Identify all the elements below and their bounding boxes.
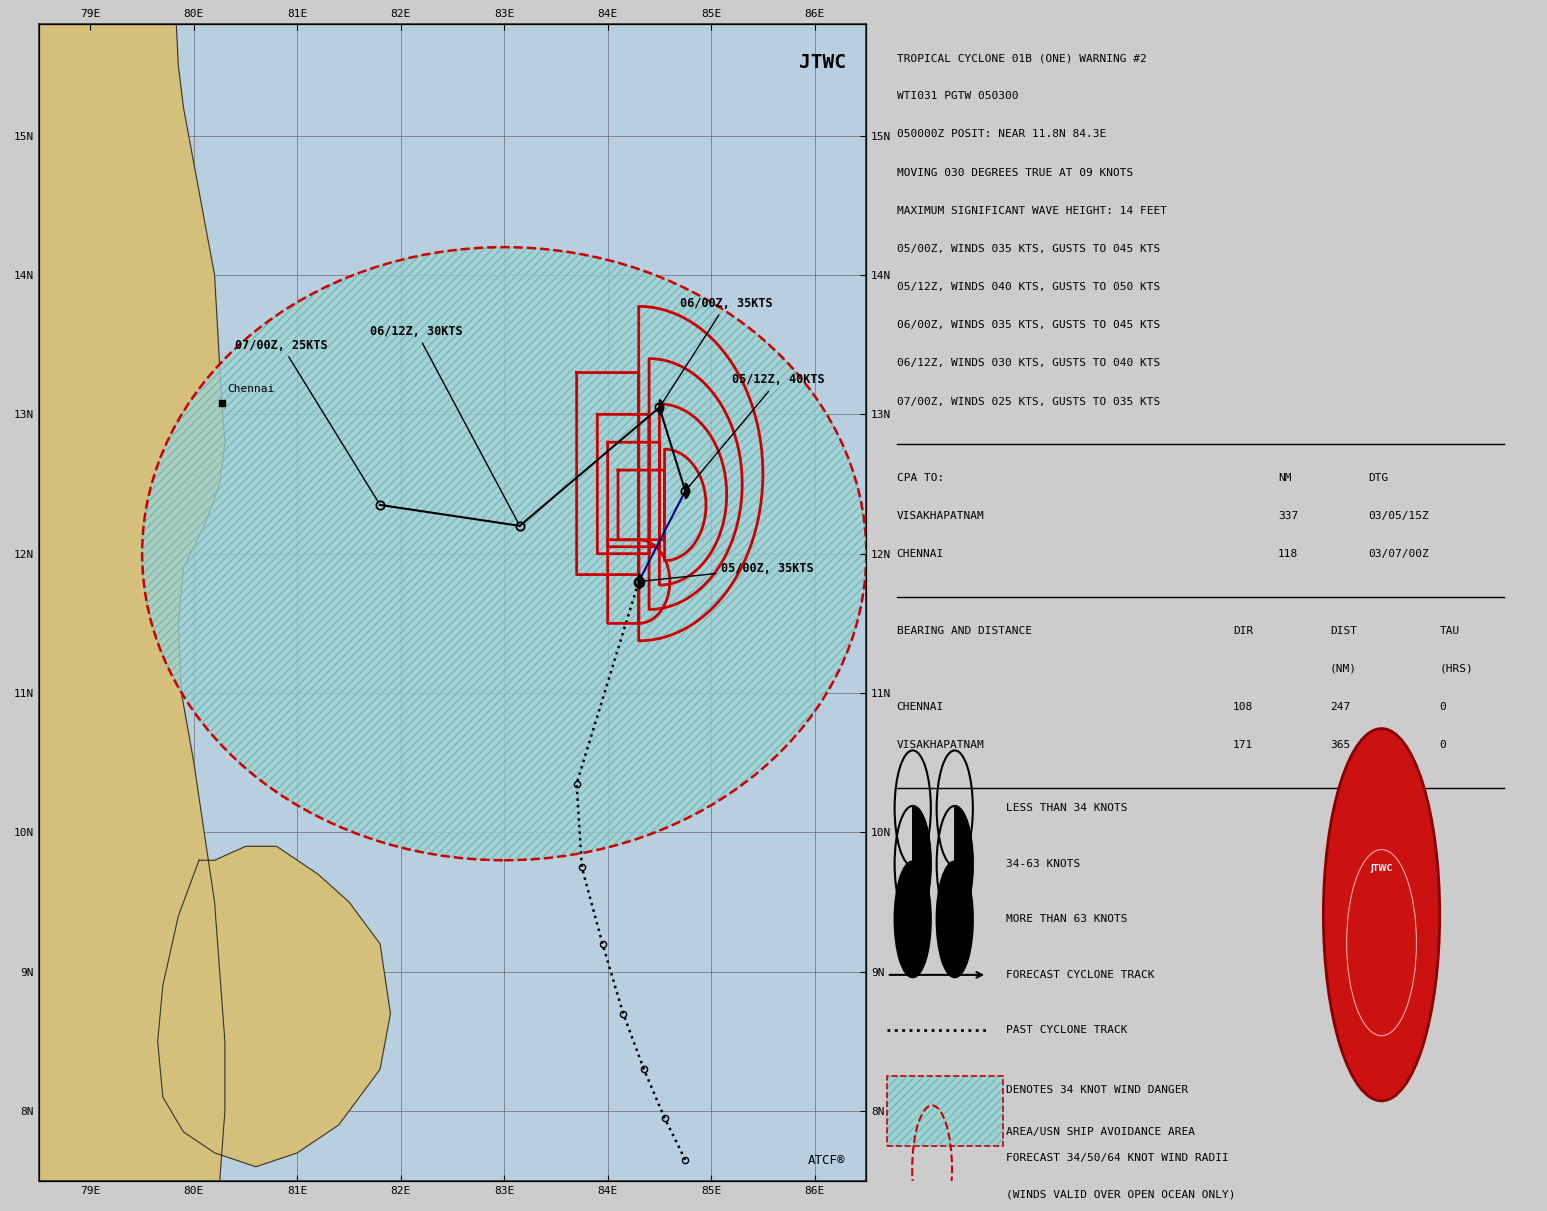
- Text: 06/00Z, 35KTS: 06/00Z, 35KTS: [661, 297, 772, 404]
- Ellipse shape: [894, 861, 931, 977]
- Polygon shape: [954, 807, 973, 922]
- Text: 050000Z POSIT: NEAR 11.8N 84.3E: 050000Z POSIT: NEAR 11.8N 84.3E: [897, 130, 1106, 139]
- Text: 03/07/00Z: 03/07/00Z: [1369, 550, 1429, 559]
- Text: CPA TO:: CPA TO:: [897, 474, 944, 483]
- Text: MORE THAN 63 KNOTS: MORE THAN 63 KNOTS: [1007, 914, 1128, 924]
- Text: 07/00Z, 25KTS: 07/00Z, 25KTS: [235, 339, 379, 503]
- Polygon shape: [659, 400, 664, 415]
- Text: VISAKHAPATNAM: VISAKHAPATNAM: [897, 740, 984, 750]
- Polygon shape: [913, 807, 931, 922]
- Text: (NM): (NM): [1330, 664, 1357, 673]
- Text: 247: 247: [1330, 702, 1351, 712]
- Text: 0: 0: [1440, 702, 1446, 712]
- Ellipse shape: [142, 247, 866, 860]
- Polygon shape: [685, 483, 688, 499]
- Text: VISAKHAPATNAM: VISAKHAPATNAM: [897, 511, 984, 521]
- Bar: [886, 1077, 1004, 1146]
- Text: CHENNAI: CHENNAI: [897, 702, 944, 712]
- Text: DIST: DIST: [1330, 626, 1357, 636]
- Polygon shape: [39, 24, 224, 1181]
- Ellipse shape: [936, 861, 973, 977]
- Text: 05/12Z, WINDS 040 KTS, GUSTS TO 050 KTS: 05/12Z, WINDS 040 KTS, GUSTS TO 050 KTS: [897, 282, 1160, 292]
- Text: 365: 365: [1330, 740, 1351, 750]
- Text: TROPICAL CYCLONE 01B (ONE) WARNING #2: TROPICAL CYCLONE 01B (ONE) WARNING #2: [897, 53, 1146, 63]
- Text: 07/00Z, WINDS 025 KTS, GUSTS TO 035 KTS: 07/00Z, WINDS 025 KTS, GUSTS TO 035 KTS: [897, 397, 1160, 407]
- Text: Chennai: Chennai: [227, 384, 274, 394]
- Text: LESS THAN 34 KNOTS: LESS THAN 34 KNOTS: [1007, 803, 1128, 814]
- Bar: [886, 1077, 1004, 1146]
- Bar: [886, 1077, 1004, 1146]
- Text: 0: 0: [1440, 740, 1446, 750]
- Text: 05/12Z, 40KTS: 05/12Z, 40KTS: [687, 373, 825, 489]
- Text: 06/00Z, WINDS 035 KTS, GUSTS TO 045 KTS: 06/00Z, WINDS 035 KTS, GUSTS TO 045 KTS: [897, 320, 1160, 331]
- Text: WTI031 PGTW 050300: WTI031 PGTW 050300: [897, 91, 1018, 102]
- Text: 06/12Z, WINDS 030 KTS, GUSTS TO 040 KTS: 06/12Z, WINDS 030 KTS, GUSTS TO 040 KTS: [897, 358, 1160, 368]
- Text: MAXIMUM SIGNIFICANT WAVE HEIGHT: 14 FEET: MAXIMUM SIGNIFICANT WAVE HEIGHT: 14 FEET: [897, 206, 1166, 216]
- Text: JTWC: JTWC: [1371, 863, 1392, 873]
- Text: 03/05/15Z: 03/05/15Z: [1369, 511, 1429, 521]
- Text: DTG: DTG: [1369, 474, 1389, 483]
- Text: 05/00Z, WINDS 035 KTS, GUSTS TO 045 KTS: 05/00Z, WINDS 035 KTS, GUSTS TO 045 KTS: [897, 243, 1160, 254]
- Text: (HRS): (HRS): [1440, 664, 1473, 673]
- Text: BEARING AND DISTANCE: BEARING AND DISTANCE: [897, 626, 1032, 636]
- Text: 34-63 KNOTS: 34-63 KNOTS: [1007, 859, 1081, 868]
- Text: 05/00Z, 35KTS: 05/00Z, 35KTS: [642, 562, 814, 581]
- Text: CHENNAI: CHENNAI: [897, 550, 944, 559]
- Text: FORECAST 34/50/64 KNOT WIND RADII: FORECAST 34/50/64 KNOT WIND RADII: [1007, 1153, 1230, 1163]
- Text: 337: 337: [1278, 511, 1298, 521]
- Text: DENOTES 34 KNOT WIND DANGER: DENOTES 34 KNOT WIND DANGER: [1007, 1085, 1188, 1095]
- Text: FORECAST CYCLONE TRACK: FORECAST CYCLONE TRACK: [1007, 970, 1156, 980]
- Text: ATCF®: ATCF®: [808, 1154, 846, 1167]
- Text: DIR: DIR: [1233, 626, 1253, 636]
- Text: NM: NM: [1278, 474, 1292, 483]
- Polygon shape: [158, 846, 390, 1166]
- Text: 171: 171: [1233, 740, 1253, 750]
- Text: 108: 108: [1233, 702, 1253, 712]
- Text: TAU: TAU: [1440, 626, 1460, 636]
- Text: JTWC: JTWC: [798, 53, 846, 73]
- Polygon shape: [639, 574, 642, 589]
- Ellipse shape: [1323, 729, 1440, 1101]
- Text: (WINDS VALID OVER OPEN OCEAN ONLY): (WINDS VALID OVER OPEN OCEAN ONLY): [1007, 1189, 1236, 1200]
- Text: PAST CYCLONE TRACK: PAST CYCLONE TRACK: [1007, 1026, 1128, 1035]
- Text: 118: 118: [1278, 550, 1298, 559]
- Text: MOVING 030 DEGREES TRUE AT 09 KNOTS: MOVING 030 DEGREES TRUE AT 09 KNOTS: [897, 167, 1132, 178]
- Text: AREA/USN SHIP AVOIDANCE AREA: AREA/USN SHIP AVOIDANCE AREA: [1007, 1126, 1196, 1137]
- Text: 06/12Z, 30KTS: 06/12Z, 30KTS: [370, 325, 518, 523]
